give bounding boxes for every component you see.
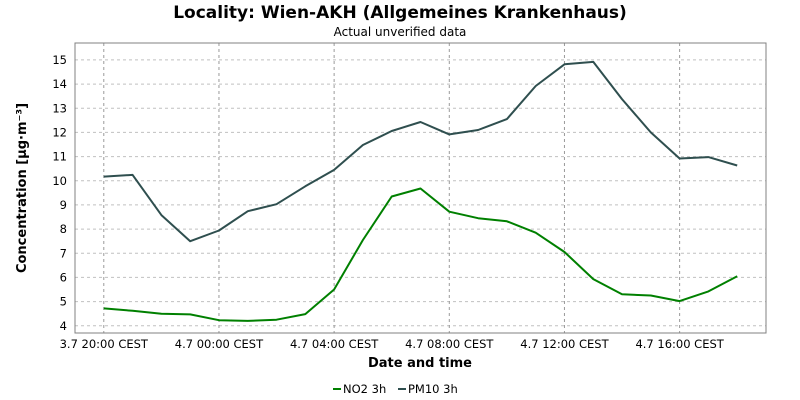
y-axis-ticks: 4 5 6 7 8 9 10 11 12 13 14 15: [52, 53, 67, 333]
y-tick-label: 10: [52, 174, 67, 188]
legend-label: PM10 3h: [408, 382, 458, 396]
x-tick-label: 4.7 08:00 CEST: [405, 337, 494, 351]
y-axis-label: Concentration [µg·m⁻³]: [15, 103, 30, 273]
grid: [75, 43, 766, 333]
series-line-no2-3h: [103, 187, 738, 322]
x-axis-ticks: 3.7 20:00 CEST 4.7 00:00 CEST 4.7 04:00 CE…: [60, 337, 725, 351]
y-tick-label: 13: [52, 101, 67, 115]
y-tick-label: 14: [52, 77, 67, 91]
y-tick-label: 4: [60, 319, 67, 333]
x-tick-label: 3.7 20:00 CEST: [60, 337, 149, 351]
x-tick-label: 4.7 04:00 CEST: [290, 337, 379, 351]
plot-area: [74, 42, 767, 334]
y-tick-label: 11: [52, 150, 67, 164]
series-line-pm10-3h: [103, 60, 738, 243]
chart-subtitle: Actual unverified data: [334, 25, 467, 39]
x-tick-label: 4.7 16:00 CEST: [635, 337, 724, 351]
y-tick-label: 8: [60, 222, 67, 236]
x-axis-label: Date and time: [368, 356, 472, 371]
y-tick-label: 12: [52, 125, 67, 139]
y-tick-label: 7: [60, 246, 67, 260]
y-tick-label: 5: [60, 295, 67, 309]
x-tick-label: 4.7 12:00 CEST: [520, 337, 609, 351]
series-layer: [103, 60, 738, 322]
x-tick-label: 4.7 00:00 CEST: [175, 337, 264, 351]
legend-item: NO2 3h: [333, 382, 386, 396]
legend-item: PM10 3h: [398, 382, 458, 396]
y-tick-label: 15: [52, 53, 67, 67]
chart-title: Locality: Wien-AKH (Allgemeines Krankenh…: [173, 3, 627, 23]
y-tick-label: 6: [60, 270, 67, 284]
legend: NO2 3h PM10 3h: [333, 382, 458, 396]
y-tick-label: 9: [60, 198, 67, 212]
legend-label: NO2 3h: [343, 382, 386, 396]
